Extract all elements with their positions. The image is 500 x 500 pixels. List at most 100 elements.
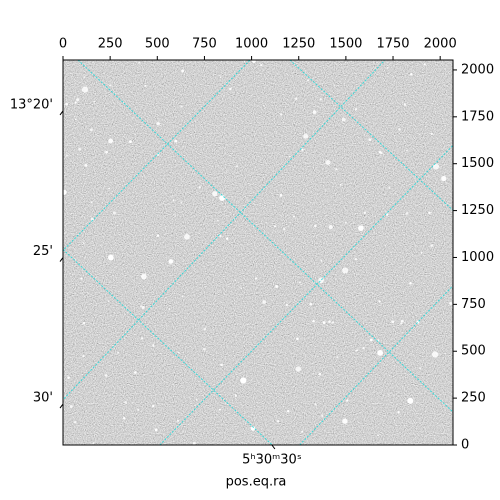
star [109,84,112,87]
star [276,420,280,423]
star [67,376,70,379]
star [441,175,447,182]
star [240,287,243,290]
x-tick-label: 1500 [329,37,362,52]
star [177,351,180,354]
star [400,322,403,325]
star [303,133,309,139]
star [409,281,412,285]
star [203,327,206,331]
star [225,237,229,240]
dec-tick [59,110,64,116]
star [223,94,225,96]
star [420,252,423,254]
star [346,399,349,402]
star [280,113,283,116]
star [152,404,155,408]
star [288,155,291,158]
star [82,355,85,358]
star [144,84,147,87]
star [80,277,83,280]
grid-line [159,144,453,445]
star [156,122,160,126]
star [203,347,206,351]
dec-tick [59,257,64,262]
star [286,409,290,413]
star [354,258,358,261]
ra-tick-label: 5ʰ30ᵐ30ˢ [242,453,302,468]
star [294,97,298,100]
star [309,302,313,306]
star [275,284,279,288]
star [104,373,108,377]
star [74,118,77,121]
star [174,215,176,217]
x-tick-label: 1250 [282,37,315,52]
star [398,128,401,131]
stars [63,60,453,445]
star [306,79,310,82]
star [107,300,110,303]
star [378,300,381,303]
dec-tick [59,403,64,409]
star [354,108,358,111]
grid-line [298,284,453,445]
star [63,189,67,195]
star [406,149,408,152]
star [69,405,73,408]
y-tick-label: 0 [461,438,469,453]
y-tick-label: 1000 [461,250,494,265]
x-tick-label: 500 [145,37,170,52]
star [137,408,140,411]
star [90,201,93,204]
star [262,300,266,304]
star [423,63,426,66]
star [240,377,247,384]
star [342,418,348,424]
star [105,150,108,154]
star [174,139,178,143]
star [433,163,440,170]
star [301,430,304,433]
star [328,320,331,323]
x-tick-label: 1750 [376,37,409,52]
star [141,273,147,280]
star [108,138,114,144]
star [449,301,453,305]
x-tick-label: 2000 [424,37,457,52]
star [122,416,126,420]
star [181,69,185,73]
star [176,419,180,422]
star [93,100,96,103]
star [129,140,132,144]
y-tick-label: 750 [461,297,486,312]
star [195,399,198,401]
star [386,67,389,69]
star [198,186,201,189]
star [319,98,322,101]
star [152,344,155,347]
star [362,347,365,350]
star [377,434,379,437]
star [250,426,256,431]
star [76,98,80,102]
star [320,260,323,262]
y-tick-label: 2000 [461,62,494,77]
star [234,394,237,397]
star [428,211,431,214]
star [405,212,409,215]
star [322,321,326,324]
star [259,63,263,67]
star [344,221,347,224]
star [217,219,219,222]
star [74,101,77,104]
sky-image [63,60,453,445]
star [295,366,302,372]
star [180,105,183,108]
star [363,211,367,215]
grid-line [63,248,274,445]
x-tick-label: 0 [59,37,67,52]
star [388,186,391,189]
star [388,394,390,396]
